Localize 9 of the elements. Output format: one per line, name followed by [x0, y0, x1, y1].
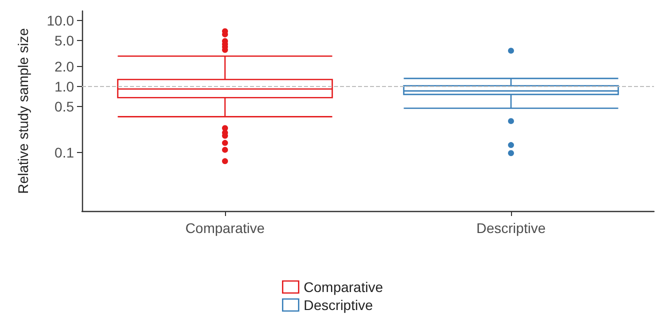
- y-tick-label: 0.5: [54, 98, 74, 114]
- y-tick-label: 2.0: [54, 58, 74, 75]
- y-tick-label: 5.0: [54, 32, 74, 48]
- legend-label: Comparative: [304, 279, 384, 295]
- y-tick-label: 0.1: [54, 144, 74, 161]
- y-axis-title: Relative study sample size: [15, 28, 31, 194]
- y-tick-label: 1.0: [54, 78, 74, 95]
- y-tick-label: 10.0: [46, 12, 74, 29]
- legend-label: Descriptive: [304, 297, 374, 313]
